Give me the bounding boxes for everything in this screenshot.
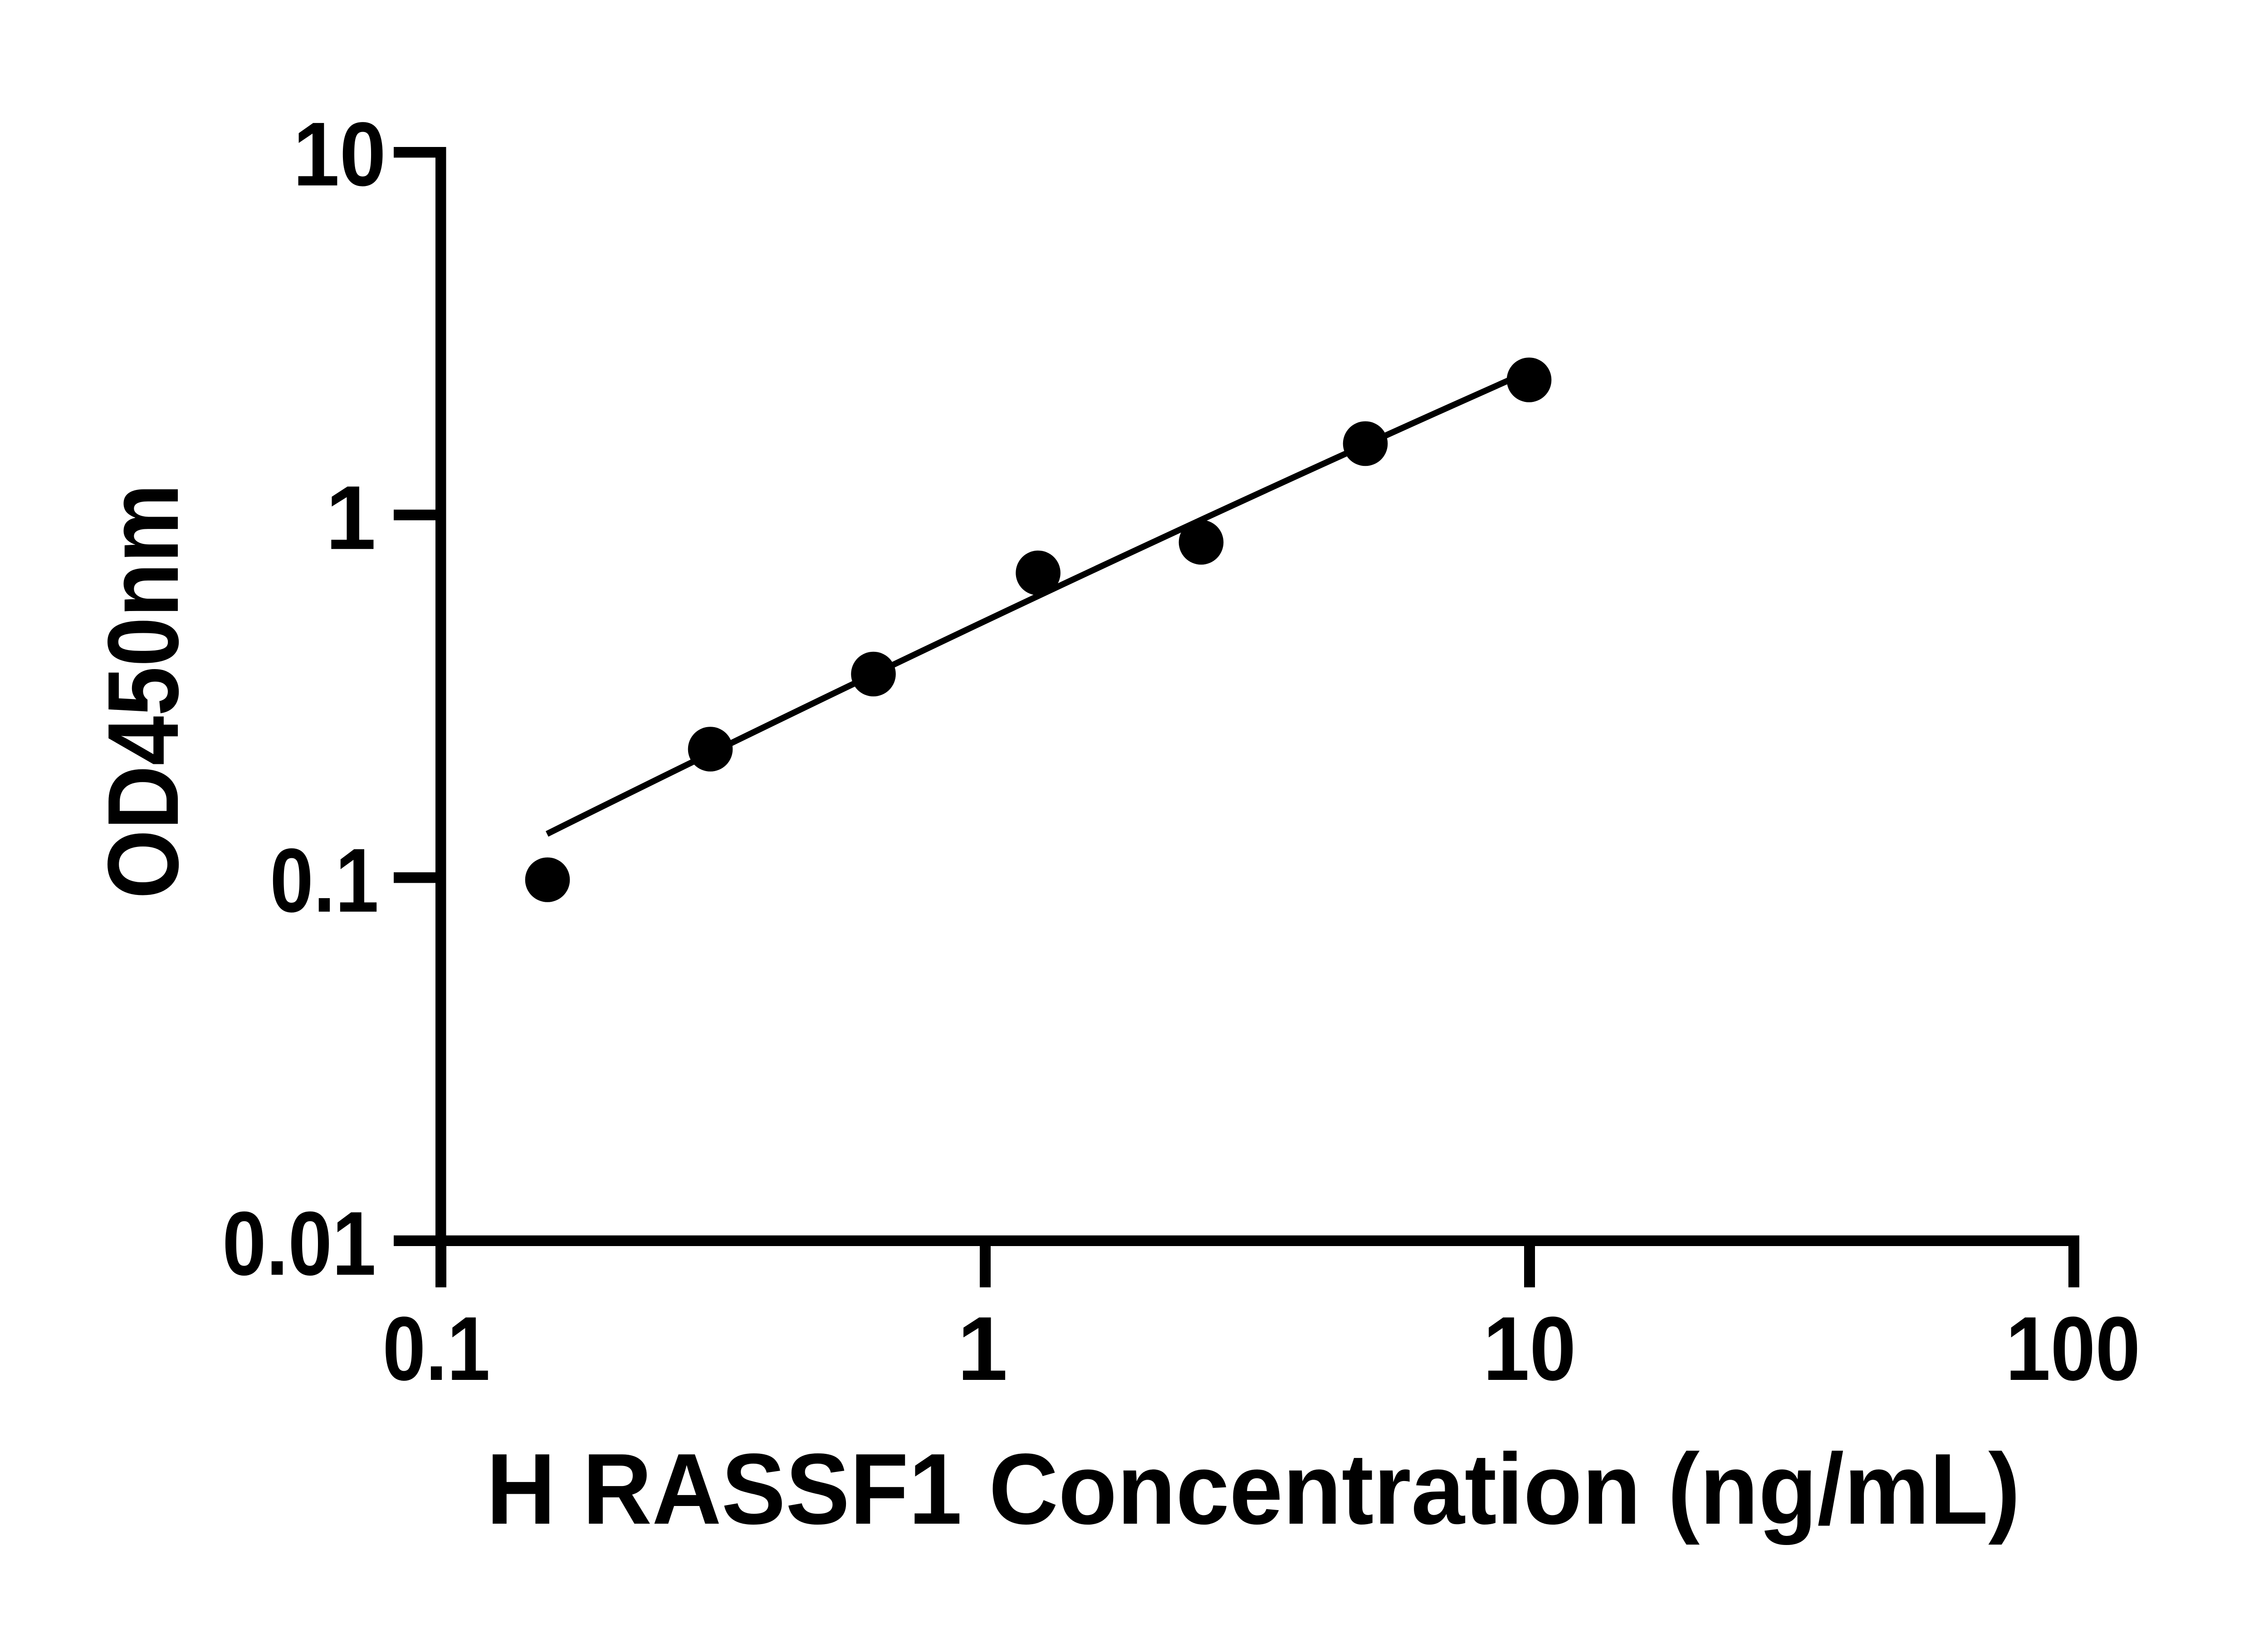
svg-text:0.1: 0.1 <box>383 1298 490 1399</box>
svg-text:OD450nm: OD450nm <box>87 484 200 899</box>
svg-text:H RASSF1 Concentration (ng/mL): H RASSF1 Concentration (ng/mL) <box>486 1433 2020 1545</box>
svg-text:10: 10 <box>1483 1298 1576 1399</box>
svg-text:10: 10 <box>293 104 386 205</box>
svg-text:100: 100 <box>2006 1298 2141 1399</box>
svg-text:0.1: 0.1 <box>270 830 379 931</box>
svg-text:1: 1 <box>326 467 376 568</box>
svg-text:1: 1 <box>957 1298 1007 1399</box>
svg-text:0.01: 0.01 <box>222 1193 376 1294</box>
